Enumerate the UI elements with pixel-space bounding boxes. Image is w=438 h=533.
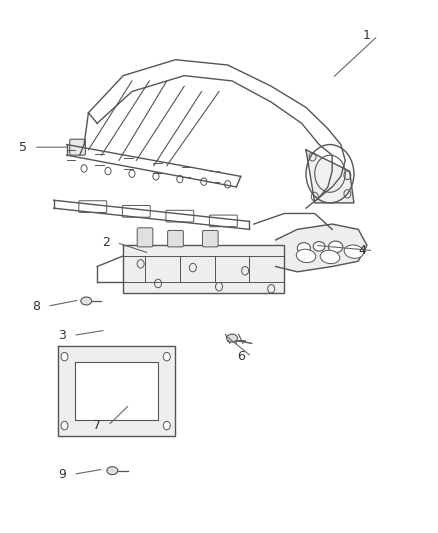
- FancyBboxPatch shape: [209, 215, 237, 227]
- Circle shape: [163, 352, 170, 361]
- Ellipse shape: [328, 241, 343, 253]
- FancyBboxPatch shape: [202, 230, 218, 247]
- Polygon shape: [306, 150, 354, 203]
- Text: 2: 2: [102, 236, 110, 249]
- Polygon shape: [58, 346, 176, 436]
- Polygon shape: [75, 362, 158, 420]
- Text: 7: 7: [93, 419, 101, 432]
- FancyBboxPatch shape: [70, 139, 85, 155]
- FancyBboxPatch shape: [79, 201, 107, 213]
- Ellipse shape: [320, 251, 340, 264]
- Text: 4: 4: [359, 244, 367, 257]
- Text: 1: 1: [363, 29, 371, 42]
- Ellipse shape: [107, 467, 118, 474]
- Ellipse shape: [344, 245, 364, 259]
- Text: 5: 5: [19, 141, 27, 154]
- Ellipse shape: [296, 249, 316, 263]
- Circle shape: [61, 352, 68, 361]
- FancyBboxPatch shape: [122, 206, 150, 217]
- FancyBboxPatch shape: [166, 211, 194, 222]
- Circle shape: [61, 421, 68, 430]
- Text: 3: 3: [58, 329, 66, 342]
- Ellipse shape: [81, 297, 92, 305]
- Text: 6: 6: [237, 350, 245, 363]
- Text: 9: 9: [58, 468, 66, 481]
- Polygon shape: [123, 245, 284, 293]
- FancyBboxPatch shape: [137, 228, 153, 247]
- Ellipse shape: [313, 241, 325, 251]
- FancyBboxPatch shape: [168, 230, 184, 247]
- Polygon shape: [276, 224, 367, 272]
- Ellipse shape: [297, 243, 311, 253]
- Ellipse shape: [226, 334, 237, 342]
- Text: 8: 8: [32, 300, 40, 313]
- Circle shape: [163, 421, 170, 430]
